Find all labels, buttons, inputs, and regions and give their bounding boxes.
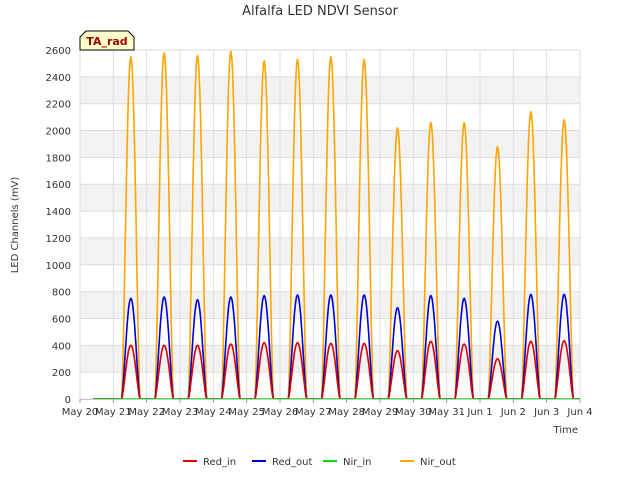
x-tick-label: May 27 <box>295 407 332 418</box>
x-tick-label: May 30 <box>395 407 432 418</box>
x-tick-label: May 21 <box>95 407 132 418</box>
y-tick-label: 0 <box>65 395 71 406</box>
y-tick-label: 1800 <box>46 153 71 164</box>
x-tick-label: May 28 <box>328 407 365 418</box>
legend-label-red-in: Red_in <box>203 457 236 468</box>
x-tick-label: May 23 <box>162 407 199 418</box>
y-tick-label: 2600 <box>46 46 71 57</box>
legend-label-red-out: Red_out <box>272 457 312 468</box>
x-tick-label: May 24 <box>195 407 232 418</box>
x-tick-label: May 29 <box>362 407 399 418</box>
plot-band <box>80 264 580 292</box>
x-tick-label: Jun 2 <box>500 407 526 418</box>
plot-band <box>80 211 580 238</box>
y-axis-label: LED Channels (mV) <box>10 177 21 274</box>
legend-label-nir-out: Nir_out <box>420 457 456 468</box>
plot-band <box>80 103 580 131</box>
plot-band <box>80 237 580 265</box>
y-tick-label: 2400 <box>46 73 71 84</box>
ta-rad-badge-box <box>79 30 135 51</box>
grid <box>79 49 581 400</box>
plot-band <box>80 184 580 212</box>
x-axis-label: Time <box>553 425 578 436</box>
x-tick-label: May 22 <box>128 407 165 418</box>
y-tick-label: 1200 <box>46 234 71 245</box>
x-tick-label: May 31 <box>428 407 465 418</box>
plot-band <box>80 372 580 399</box>
x-tick-label: May 25 <box>228 407 265 418</box>
y-tick-label: 200 <box>52 368 71 379</box>
y-tick-label: 400 <box>52 341 71 352</box>
ta-rad-badge: TA_rad <box>79 30 135 51</box>
plot-band <box>80 76 580 104</box>
legend: Red_in Red_out Nir_in Nir_out <box>183 457 456 468</box>
x-tick-label: Jun 3 <box>533 407 559 418</box>
y-tick-label: 1600 <box>46 180 71 191</box>
y-tick-label: 1400 <box>46 207 71 218</box>
x-tick-label: Jun 1 <box>466 407 492 418</box>
y-ticks: 0 200 400 600 800 1000 1200 1400 1600 1800 2000 220… <box>46 46 71 406</box>
plot-band <box>80 157 580 185</box>
y-tick-label: 2200 <box>46 100 71 111</box>
chart-title: Alfalfa LED NDVI Sensor <box>242 4 399 19</box>
y-tick-label: 2000 <box>46 127 71 138</box>
x-tick-label: Jun 4 <box>566 407 592 418</box>
x-tick-label: May 26 <box>262 407 299 418</box>
y-tick-label: 1000 <box>46 261 71 272</box>
legend-label-nir-in: Nir_in <box>343 457 372 468</box>
y-tick-label: 600 <box>52 314 71 325</box>
x-tick-label: May 20 <box>62 407 99 418</box>
plot-band <box>80 130 580 158</box>
y-tick-label: 800 <box>52 288 71 299</box>
ta-rad-badge-label: TA_rad <box>86 35 127 48</box>
